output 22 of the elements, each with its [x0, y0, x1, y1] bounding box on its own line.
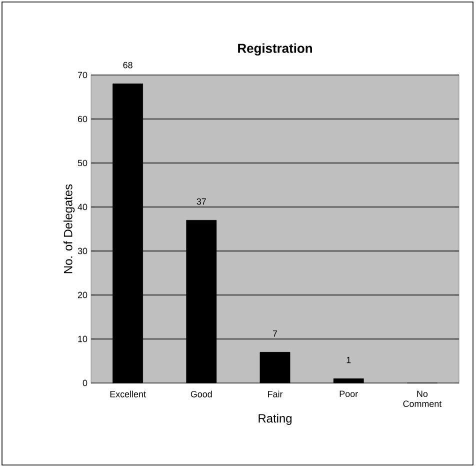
- x-tick-label: Excellent: [110, 390, 146, 398]
- x-tick-label: Good: [190, 390, 212, 398]
- y-tick-label: 70: [78, 72, 88, 78]
- data-label: 7: [272, 330, 278, 337]
- y-tick-label: 20: [78, 292, 88, 298]
- data-label: 68: [123, 62, 132, 68]
- x-axis-title: Rating: [258, 414, 292, 425]
- y-tick-label: 10: [78, 336, 88, 342]
- y-tick-label: 0: [82, 380, 88, 386]
- bar: [333, 378, 364, 384]
- x-tick-label: Poor: [340, 390, 358, 398]
- data-label: 37: [196, 198, 206, 205]
- y-tick-label: 30: [78, 248, 88, 254]
- chart-title: Registration: [238, 43, 312, 56]
- data-label: 1: [346, 356, 351, 364]
- y-tick-label: 50: [78, 160, 88, 166]
- x-tick-label: Fair: [268, 390, 283, 398]
- y-tick-label: 40: [78, 204, 88, 210]
- y-tick-label: 60: [78, 116, 88, 122]
- y-axis-title: No. of Delegates: [64, 184, 75, 274]
- bar: [260, 352, 290, 384]
- x-tick-label: No Comment: [403, 390, 442, 407]
